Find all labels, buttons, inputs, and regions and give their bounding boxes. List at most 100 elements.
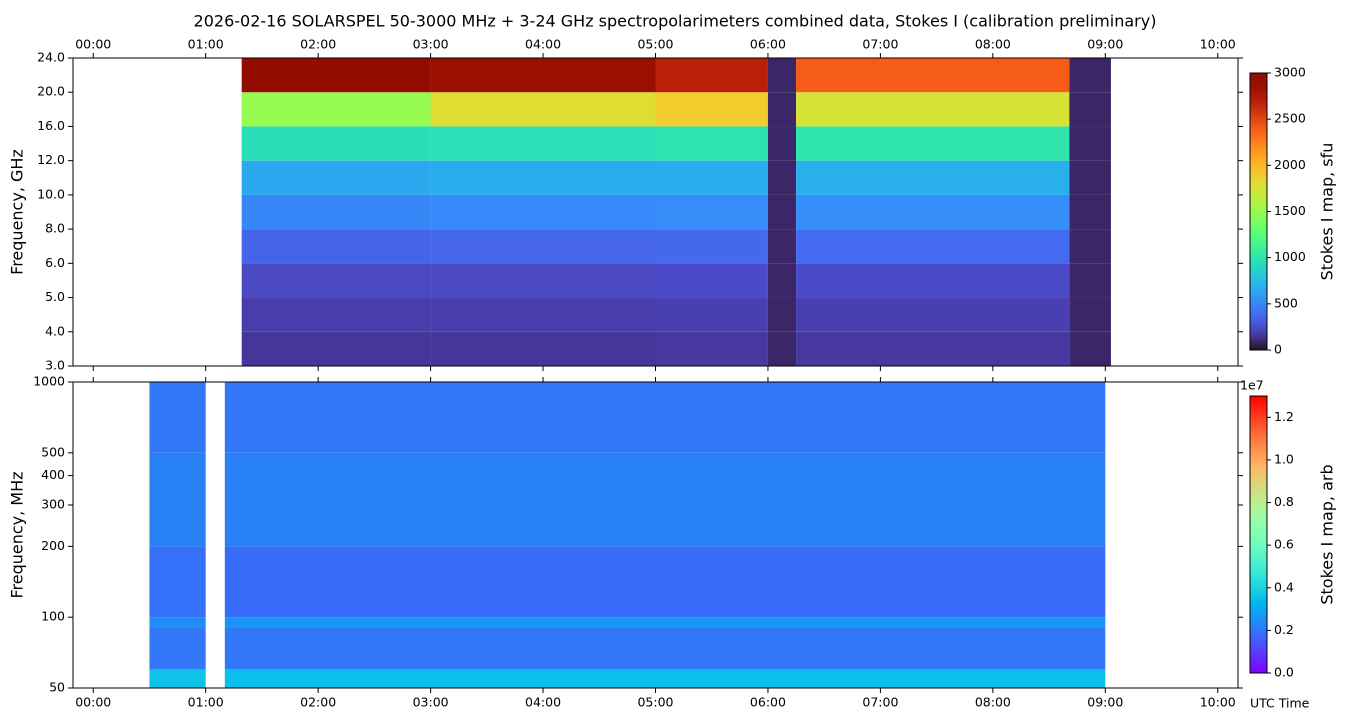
heatmap-cell [796,194,1070,230]
heatmap-cell [430,263,656,298]
colorbar-tick-label: 1500 [1274,203,1306,218]
heatmap-cell [655,126,768,161]
x-tick-label: 08:00 [975,695,1011,710]
colorbar-tick-label: 0.0 [1274,665,1294,680]
heatmap-cell [430,331,656,366]
heatmap-cell [224,617,1106,628]
x-tick-label: 07:00 [862,695,898,710]
x-tick-label: 04:00 [525,695,561,710]
colorbar-tick-label: 3000 [1274,65,1306,80]
heatmap-cell [241,58,431,93]
heatmap-cell [796,58,1070,93]
x-tick-label: 08:00 [975,37,1011,52]
colorbar-tick-label: 0.4 [1274,579,1294,594]
colorbar-tick-label: 1.0 [1274,451,1294,466]
heatmap-cell [767,92,797,127]
x-tick-label: 04:00 [525,37,561,52]
heatmap-cell [655,194,768,230]
heatmap-cell [655,92,768,127]
heatmap-cell [655,160,768,195]
heatmap-cell [430,58,656,93]
y-tick-label: 300 [41,496,65,511]
y-tick-label: 12.0 [37,152,65,167]
heatmap-cell [767,263,797,298]
colorbar-tick-label: 1.2 [1274,409,1294,424]
heatmap-cell [767,194,797,230]
heatmap-cell [655,263,768,298]
heatmap-cell [241,126,431,161]
y-tick-label: 50 [49,680,65,695]
x-tick-label: 10:00 [1200,695,1236,710]
y-tick-label: 6.0 [45,255,65,270]
y-tick-label: 8.0 [45,221,65,236]
chart-title: 2026-02-16 SOLARSPEL 50-3000 MHz + 3-24 … [194,12,1157,31]
heatmap-cell [224,452,1106,547]
heatmap-cell [241,229,431,264]
heatmap-cell [1069,160,1111,195]
heatmap-cell [1069,194,1111,230]
heatmap-cell [796,160,1070,195]
y-tick-label: 10.0 [37,186,65,201]
y-tick-label: 5.0 [45,289,65,304]
colorbar-tick-label: 500 [1274,295,1298,310]
x-tick-label: 02:00 [300,695,336,710]
y-tick-label: 3.0 [45,358,65,373]
colorbar-label: Stokes I map, arb [1318,464,1337,604]
heatmap-cell [241,297,431,332]
heatmap-cell [767,160,797,195]
heatmap-cell [430,297,656,332]
heatmap-cell [149,627,206,670]
heatmap-cell [767,126,797,161]
y-tick-label: 100 [41,609,65,624]
heatmap-cell [1069,331,1111,366]
heatmap-cell [796,297,1070,332]
heatmap-cell [149,669,206,688]
heatmap-cell [796,229,1070,264]
x-axis-label: UTC Time [1250,696,1310,711]
y-tick-label: 1000 [33,374,65,389]
heatmap-cell [767,331,797,366]
y-axis-label: Frequency, GHz [8,149,27,275]
y-tick-label: 20.0 [37,84,65,99]
heatmap-cell [149,452,206,547]
colorbar [1249,395,1268,674]
heatmap-cell [241,263,431,298]
heatmap-cell [655,297,768,332]
heatmap-cell [796,263,1070,298]
x-tick-label: 00:00 [75,695,111,710]
colorbar-tick-label: 2500 [1274,111,1306,126]
y-axis-label: Frequency, MHz [8,471,27,598]
y-tick-label: 24.0 [37,50,65,65]
heatmap-cell [1069,126,1111,161]
colorbar [1249,72,1268,351]
x-tick-label: 06:00 [750,37,786,52]
heatmap-cell [224,669,1106,688]
x-tick-label: 09:00 [1087,37,1123,52]
heatmap-cell [241,92,431,127]
x-tick-label: 09:00 [1087,695,1123,710]
heatmap-cell [1069,58,1111,93]
y-tick-label: 500 [41,444,65,459]
heatmap-cell [430,126,656,161]
heatmap-cell [1069,229,1111,264]
x-tick-label: 05:00 [637,695,673,710]
heatmap-cell [430,92,656,127]
heatmap-cell [1069,92,1111,127]
heatmap-cell [224,627,1106,670]
x-tick-label: 01:00 [188,695,224,710]
colorbar-tick-label: 0 [1274,342,1282,357]
y-tick-label: 4.0 [45,323,65,338]
colorbar-tick-label: 1000 [1274,249,1306,264]
x-tick-label: 06:00 [750,695,786,710]
heatmap-cell [796,126,1070,161]
y-tick-label: 16.0 [37,118,65,133]
heatmap-cell [1069,263,1111,298]
heatmap-cell [241,160,431,195]
heatmap-cell [767,229,797,264]
x-tick-label: 03:00 [413,695,449,710]
heatmap-cell [241,194,431,230]
heatmap-cell [430,160,656,195]
heatmap-cell [796,331,1070,366]
